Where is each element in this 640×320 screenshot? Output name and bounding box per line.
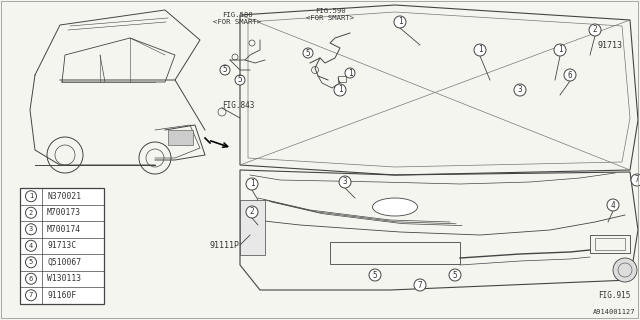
Text: 1: 1 (29, 193, 33, 199)
Text: 3: 3 (518, 85, 522, 94)
Text: 91713C: 91713C (47, 241, 76, 250)
Circle shape (631, 174, 640, 186)
Text: 1: 1 (250, 180, 254, 188)
Text: 91160F: 91160F (47, 291, 76, 300)
Text: 2: 2 (593, 26, 597, 35)
Text: 3: 3 (29, 226, 33, 232)
Circle shape (339, 176, 351, 188)
Circle shape (26, 224, 36, 235)
Text: 1: 1 (477, 45, 483, 54)
Text: FIG.843: FIG.843 (222, 100, 254, 109)
Circle shape (246, 206, 258, 218)
Text: 6: 6 (568, 70, 572, 79)
Bar (20, 188, 104, 303)
Text: 2: 2 (250, 207, 254, 217)
Text: 3: 3 (342, 178, 348, 187)
Bar (240, 200, 265, 255)
Text: A914001127: A914001127 (593, 309, 635, 315)
Text: M700174: M700174 (47, 225, 81, 234)
Text: 7: 7 (29, 292, 33, 298)
Text: 5: 5 (29, 259, 33, 265)
Text: M700173: M700173 (47, 208, 81, 217)
Bar (168, 130, 193, 145)
Text: 1: 1 (397, 18, 403, 27)
Circle shape (345, 68, 355, 78)
Text: 6: 6 (29, 276, 33, 282)
Text: FIG.580
<FOR SMART>: FIG.580 <FOR SMART> (213, 12, 261, 25)
Circle shape (235, 75, 245, 85)
Text: 7: 7 (418, 281, 422, 290)
Circle shape (26, 207, 36, 218)
Text: 1: 1 (338, 85, 342, 94)
Circle shape (607, 199, 619, 211)
Text: FIG.590
<FOR SMART>: FIG.590 <FOR SMART> (306, 8, 354, 21)
Circle shape (246, 178, 258, 190)
Text: W130113: W130113 (47, 274, 81, 283)
Ellipse shape (372, 198, 417, 216)
Text: 2: 2 (29, 210, 33, 216)
Text: 7: 7 (635, 175, 639, 185)
Bar (590, 235, 630, 253)
Circle shape (414, 279, 426, 291)
Text: N370021: N370021 (47, 192, 81, 201)
Bar (330, 242, 460, 264)
Circle shape (26, 257, 36, 268)
Bar (338, 76, 346, 82)
Circle shape (26, 191, 36, 202)
Circle shape (449, 269, 461, 281)
Text: 91111P: 91111P (210, 241, 240, 250)
Text: 5: 5 (237, 76, 243, 84)
Text: 4: 4 (611, 201, 615, 210)
Circle shape (613, 258, 637, 282)
Text: 5: 5 (372, 270, 378, 279)
Text: 1: 1 (557, 45, 563, 54)
Circle shape (514, 84, 526, 96)
Circle shape (394, 16, 406, 28)
Circle shape (334, 84, 346, 96)
Text: 5: 5 (452, 270, 458, 279)
Text: Q510067: Q510067 (47, 258, 81, 267)
Circle shape (26, 273, 36, 284)
Circle shape (554, 44, 566, 56)
Circle shape (303, 48, 313, 58)
Circle shape (564, 69, 576, 81)
Text: 5: 5 (306, 49, 310, 58)
Text: 5: 5 (223, 66, 227, 75)
Text: FIG.915: FIG.915 (598, 291, 630, 300)
Circle shape (220, 65, 230, 75)
Text: 91713: 91713 (598, 41, 623, 50)
Circle shape (26, 240, 36, 251)
Text: 4: 4 (29, 243, 33, 249)
Circle shape (474, 44, 486, 56)
Circle shape (589, 24, 601, 36)
Text: 1: 1 (348, 68, 352, 77)
Circle shape (26, 290, 36, 301)
Bar (595, 238, 625, 250)
Circle shape (369, 269, 381, 281)
